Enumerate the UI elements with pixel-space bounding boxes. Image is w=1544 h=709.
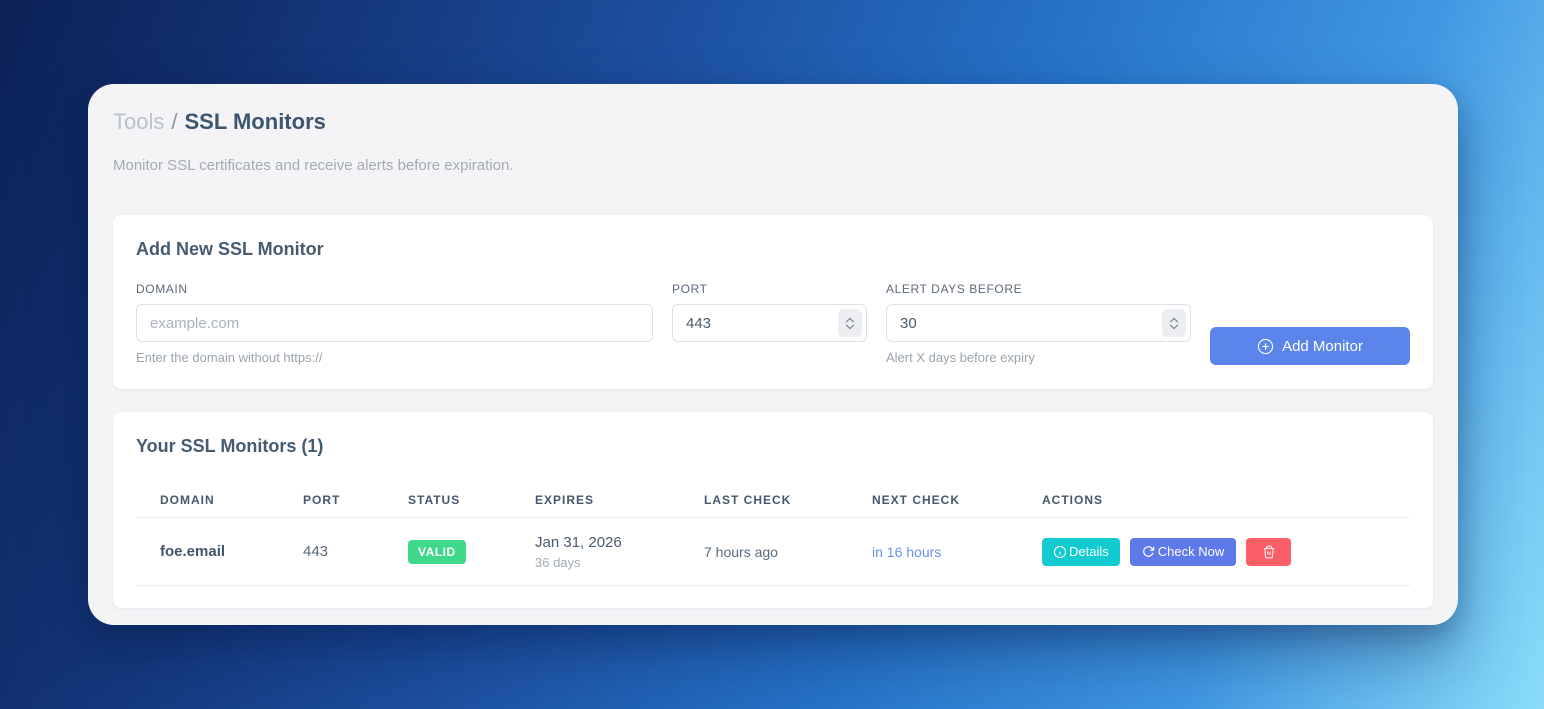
check-now-button-label: Check Now (1157, 544, 1225, 559)
status-badge: VALID (408, 539, 466, 564)
col-header-last-check: LAST CHECK (704, 492, 792, 507)
delete-button[interactable] (1246, 537, 1292, 566)
refresh-icon (1142, 545, 1155, 558)
cell-port: 443 (303, 543, 329, 560)
col-header-port: PORT (303, 492, 341, 507)
domain-helper-text: Enter the domain without https:// (136, 350, 323, 365)
alert-days-label: ALERT DAYS BEFORE (886, 282, 1023, 296)
alert-days-field-group: ALERT DAYS BEFORE Alert X days before ex… (886, 282, 1191, 365)
plus-circle-icon (1257, 338, 1274, 355)
col-header-expires: EXPIRES (535, 492, 595, 507)
chevron-up-icon (1169, 316, 1179, 323)
check-now-button[interactable]: Check Now (1129, 537, 1237, 566)
cell-next-check: in 16 hours (872, 543, 942, 560)
col-header-status: STATUS (408, 492, 461, 507)
breadcrumb-tools-link[interactable]: Tools (113, 109, 165, 134)
alert-days-stepper[interactable] (1162, 309, 1186, 337)
expires-remaining: 36 days (535, 554, 581, 570)
monitors-title: Your SSL Monitors (1) (136, 436, 324, 456)
alert-days-input-wrap (886, 304, 1191, 342)
details-button[interactable]: Details (1042, 537, 1120, 566)
col-header-domain: DOMAIN (160, 492, 215, 507)
add-monitor-card: Add New SSL Monitor DOMAIN Enter the dom… (113, 215, 1433, 389)
monitors-card: Your SSL Monitors (1) DOMAIN PORT STATUS… (113, 412, 1433, 608)
chevron-down-icon (1169, 323, 1179, 330)
alert-days-helper-text: Alert X days before expiry (886, 350, 1035, 365)
cell-status: VALID (408, 539, 535, 564)
cell-domain: foe.email (160, 543, 226, 560)
breadcrumb: Tools / SSL Monitors (113, 108, 1433, 136)
main-panel: Tools / SSL Monitors Monitor SSL certifica… (88, 84, 1458, 625)
add-monitor-form: DOMAIN Enter the domain without https://… (136, 282, 1410, 365)
trash-icon (1262, 545, 1276, 559)
alert-days-input[interactable] (886, 304, 1191, 342)
table-header-row: DOMAIN PORT STATUS EXPIRES LAST CHECK NE… (136, 482, 1410, 518)
domain-label: DOMAIN (136, 282, 188, 296)
expires-date: Jan 31, 2026 (535, 533, 622, 551)
port-label: PORT (672, 282, 708, 296)
chevron-up-icon (845, 316, 855, 323)
port-input[interactable] (672, 304, 867, 342)
cell-last-check: 7 hours ago (704, 543, 778, 560)
chevron-down-icon (845, 323, 855, 330)
add-monitor-button[interactable]: Add Monitor (1210, 327, 1410, 365)
page-subtitle: Monitor SSL certificates and receive ale… (113, 157, 514, 174)
port-input-wrap (672, 304, 867, 342)
cell-expires: Jan 31, 2026 36 days (535, 534, 704, 570)
page-title: SSL Monitors (184, 109, 326, 134)
domain-field-group: DOMAIN Enter the domain without https:// (136, 282, 653, 365)
info-icon (1053, 545, 1067, 559)
monitors-table: DOMAIN PORT STATUS EXPIRES LAST CHECK NE… (136, 482, 1410, 586)
breadcrumb-separator: / (171, 109, 178, 134)
details-button-label: Details (1069, 544, 1109, 559)
table-row: foe.email 443 VALID Jan 31, 2026 36 days… (136, 518, 1410, 586)
add-monitor-title: Add New SSL Monitor (136, 239, 324, 259)
col-header-next-check: NEXT CHECK (872, 492, 961, 507)
port-field-group: PORT (672, 282, 867, 342)
port-stepper[interactable] (838, 309, 862, 337)
cell-actions: Details Check Now (1042, 537, 1410, 566)
add-monitor-button-label: Add Monitor (1282, 337, 1363, 355)
domain-input[interactable] (136, 304, 653, 342)
col-header-actions: ACTIONS (1042, 492, 1103, 507)
